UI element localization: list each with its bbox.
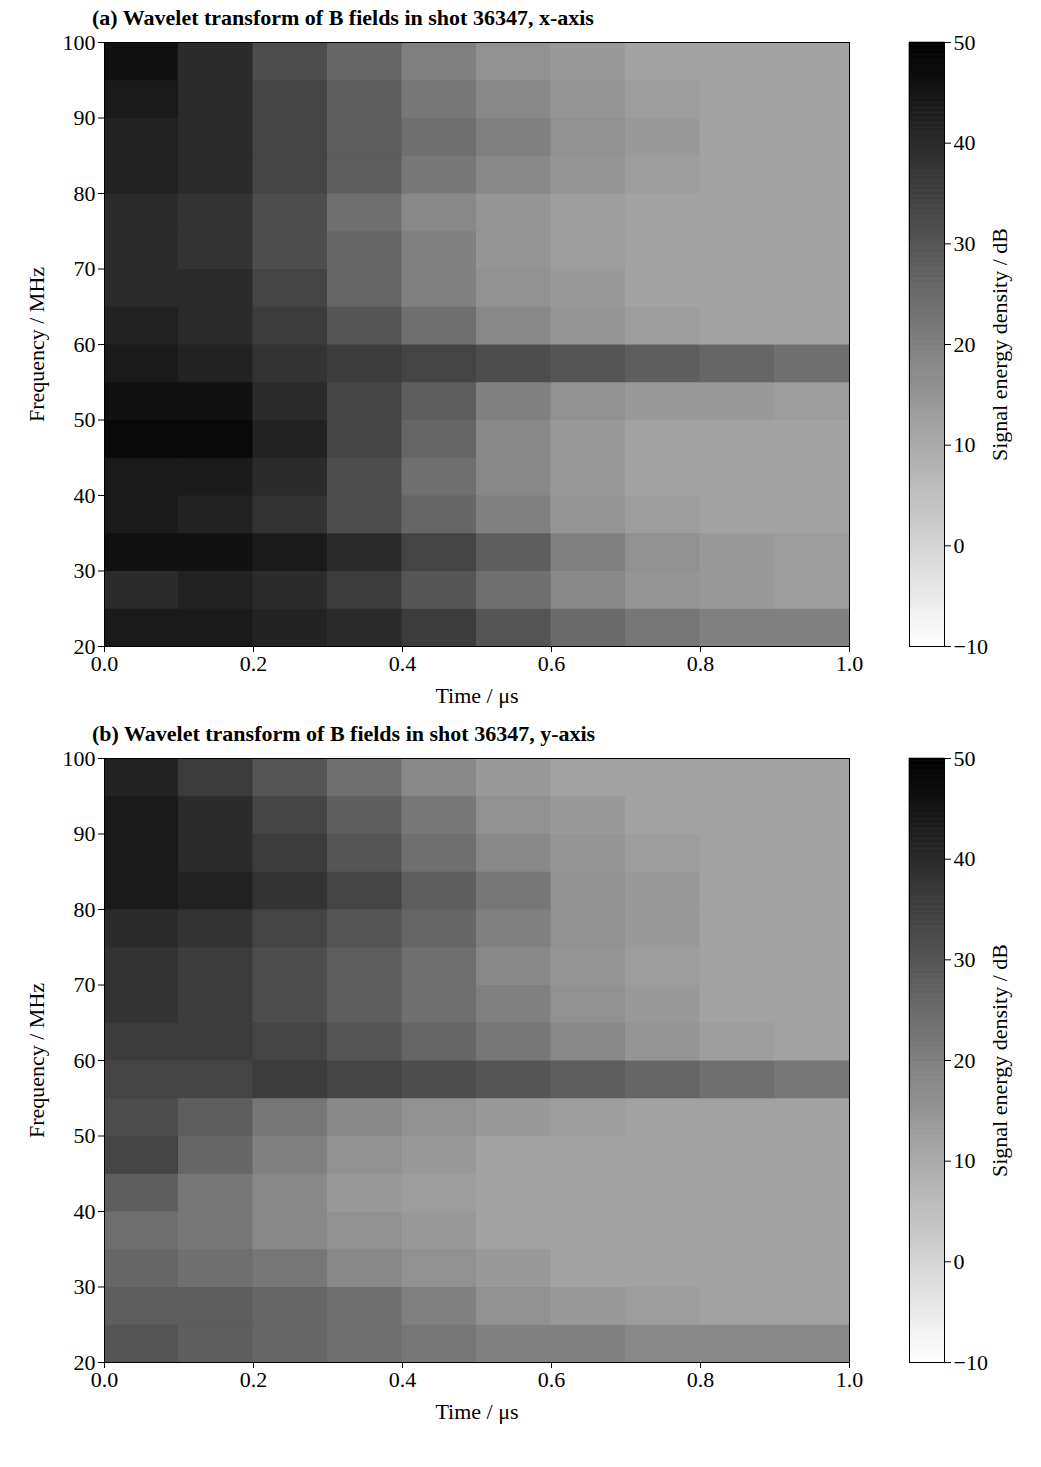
svg-text:20: 20 (73, 1349, 96, 1375)
svg-text:0.2: 0.2 (240, 651, 268, 676)
svg-text:0.8: 0.8 (687, 1367, 715, 1392)
svg-text:Signal energy density / dB: Signal energy density / dB (987, 944, 1012, 1177)
svg-text:0: 0 (954, 533, 965, 558)
svg-text:30: 30 (74, 558, 96, 583)
svg-text:−10: −10 (954, 1350, 988, 1375)
svg-text:0.0: 0.0 (91, 651, 119, 676)
svg-text:0: 0 (954, 1249, 965, 1274)
svg-text:0.0: 0.0 (91, 1367, 119, 1392)
svg-text:Signal energy density / dB: Signal energy density / dB (987, 228, 1012, 461)
svg-text:40: 40 (74, 483, 96, 508)
svg-text:30: 30 (954, 231, 976, 256)
svg-text:50: 50 (74, 1123, 96, 1148)
svg-text:50: 50 (954, 746, 976, 771)
svg-text:10: 10 (954, 432, 976, 457)
svg-text:90: 90 (74, 821, 96, 846)
svg-text:30: 30 (954, 947, 976, 972)
svg-text:40: 40 (954, 846, 976, 871)
svg-text:1.0: 1.0 (836, 1367, 864, 1392)
svg-text:60: 60 (74, 332, 96, 357)
svg-text:50: 50 (74, 407, 96, 432)
svg-text:1.0: 1.0 (836, 651, 864, 676)
svg-text:40: 40 (74, 1199, 96, 1224)
svg-text:70: 70 (74, 972, 96, 997)
svg-text:90: 90 (74, 105, 96, 130)
svg-text:50: 50 (954, 30, 976, 55)
svg-text:20: 20 (954, 1048, 976, 1073)
svg-text:20: 20 (954, 332, 976, 357)
svg-text:0.6: 0.6 (538, 1367, 566, 1392)
svg-text:0.6: 0.6 (538, 651, 566, 676)
svg-text:30: 30 (74, 1274, 96, 1299)
html-text:(b) Wavelet transform of B fie: (b) Wavelet transform of B fields in sho… (92, 721, 596, 746)
svg-text:20: 20 (73, 633, 96, 659)
svg-text:40: 40 (954, 130, 976, 155)
svg-text:Time / μs: Time / μs (435, 683, 518, 708)
svg-text:100: 100 (63, 30, 96, 55)
svg-text:0.8: 0.8 (687, 651, 715, 676)
svg-text:0.4: 0.4 (389, 1367, 417, 1392)
svg-text:Frequency / MHz: Frequency / MHz (24, 983, 49, 1138)
svg-text:Time / μs: Time / μs (435, 1399, 518, 1424)
svg-text:80: 80 (74, 897, 96, 922)
svg-text:Frequency / MHz: Frequency / MHz (24, 267, 49, 422)
svg-text:0.2: 0.2 (240, 1367, 268, 1392)
html-text:(a) Wavelet transform of B fie: (a) Wavelet transform of B fields in sho… (92, 5, 594, 30)
svg-text:0.4: 0.4 (389, 651, 417, 676)
svg-text:100: 100 (63, 746, 96, 771)
svg-text:−10: −10 (954, 634, 988, 659)
svg-text:80: 80 (74, 181, 96, 206)
svg-text:60: 60 (74, 1048, 96, 1073)
svg-text:10: 10 (954, 1148, 976, 1173)
svg-text:70: 70 (74, 256, 96, 281)
